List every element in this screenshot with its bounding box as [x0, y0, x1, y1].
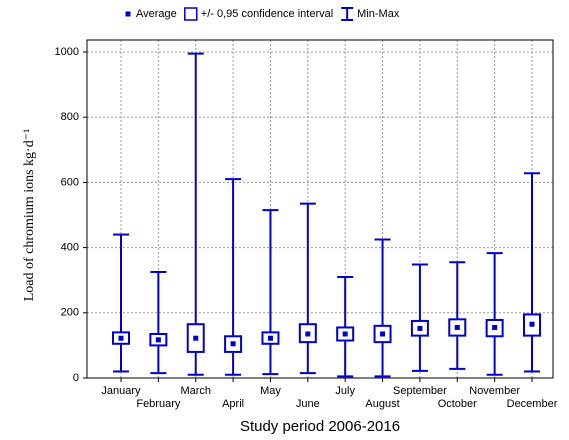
- x-tick-label: April: [222, 398, 244, 410]
- mean-marker: [342, 331, 348, 337]
- y-tick-label: 800: [61, 111, 79, 123]
- mean-marker: [230, 341, 236, 347]
- x-tick-label: June: [296, 398, 320, 410]
- y-axis-label: Load of chromium ions kg·d⁻¹: [22, 129, 37, 302]
- legend-marker: [125, 11, 131, 17]
- legend-label: +/- 0,95 confidence interval: [201, 8, 333, 20]
- x-axis-label: Study period 2006-2016: [240, 418, 400, 435]
- y-tick-label: 200: [61, 307, 79, 319]
- mean-marker: [155, 337, 161, 343]
- mean-marker: [454, 324, 460, 330]
- mean-marker: [118, 335, 124, 341]
- plot-frame: [86, 39, 554, 379]
- mean-marker: [529, 321, 535, 327]
- x-tick-label: September: [393, 385, 447, 397]
- mean-marker: [492, 324, 498, 330]
- legend-label: Average: [136, 8, 177, 20]
- legend-label: Min-Max: [357, 8, 400, 20]
- y-tick-label: 0: [73, 372, 79, 384]
- mean-marker: [380, 331, 386, 337]
- mean-marker: [267, 335, 273, 341]
- x-tick-label: February: [136, 398, 181, 410]
- mean-marker: [193, 335, 199, 341]
- x-tick-label: January: [101, 385, 141, 397]
- x-tick-label: July: [335, 385, 355, 397]
- mean-marker: [417, 325, 423, 331]
- x-tick-label: November: [469, 385, 520, 397]
- x-tick-label: May: [260, 385, 281, 397]
- legend-marker: [184, 7, 198, 21]
- y-tick-label: 400: [61, 242, 79, 254]
- y-tick-label: 600: [61, 176, 79, 188]
- x-tick-label: August: [365, 398, 399, 410]
- x-tick-label: December: [507, 398, 558, 410]
- mean-marker: [305, 331, 311, 337]
- y-tick-label: 1000: [55, 46, 79, 58]
- x-tick-label: October: [438, 398, 477, 410]
- x-tick-label: March: [180, 385, 211, 397]
